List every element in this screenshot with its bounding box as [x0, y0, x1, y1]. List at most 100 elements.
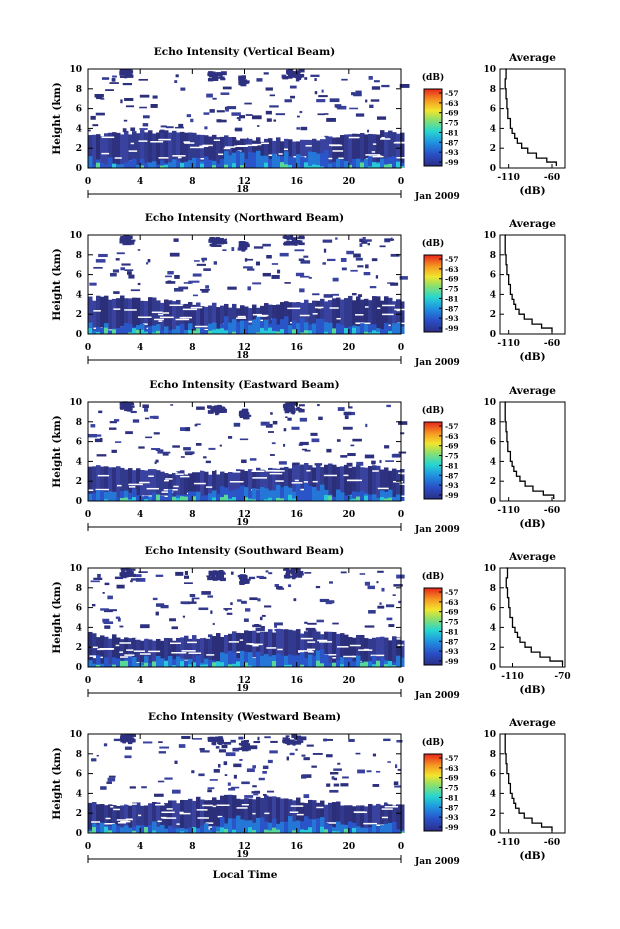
x-tick-label: 4: [137, 842, 143, 852]
echo-cluster: [289, 741, 297, 745]
echo-speck: [122, 82, 133, 86]
colorbar-tick-label: -75: [445, 784, 459, 793]
echo-strong: [304, 162, 308, 168]
echo-lower: [396, 829, 401, 833]
echo-lower: [380, 490, 385, 501]
echo-lower: [340, 492, 345, 501]
echo-strong: [132, 497, 136, 501]
echo-lower: [232, 319, 237, 334]
echo-cluster: [286, 236, 290, 241]
avg-y-tick-label: 0: [490, 663, 496, 673]
gap: [251, 470, 265, 472]
echo-layer: [316, 464, 321, 501]
echo-speck: [94, 93, 104, 98]
echo-lower: [188, 160, 193, 168]
echo-lower: [380, 329, 385, 334]
gap: [190, 306, 203, 309]
echo-cluster: [220, 408, 227, 413]
echo-layer: [336, 466, 341, 501]
echo-speck: [274, 624, 278, 628]
echo-speck: [200, 750, 210, 753]
avg-x-tick-label: -70: [554, 672, 570, 682]
colorbar-tick-label: -57: [445, 422, 459, 431]
echo-layer: [160, 129, 165, 168]
echo-lower: [352, 491, 357, 501]
echo-lower: [104, 657, 109, 667]
echo-strong: [344, 328, 348, 334]
echo-speck: [96, 754, 99, 757]
gap: [380, 138, 391, 140]
echo-cluster: [123, 402, 128, 406]
echo-cluster: [290, 237, 295, 240]
echo-layer: [104, 295, 109, 334]
avg-y-tick-label: 6: [490, 271, 496, 281]
echo-cluster: [283, 574, 288, 578]
y-tick-label: 4: [76, 789, 82, 799]
gap: [256, 315, 267, 317]
echo-cluster: [298, 408, 302, 413]
echo-layer: [304, 631, 309, 667]
gap: [216, 804, 230, 807]
echo-layer: [120, 805, 125, 833]
echo-layer: [324, 804, 329, 833]
echo-layer: [332, 631, 337, 667]
echo-speck: [300, 260, 311, 264]
echo-lower: [116, 497, 121, 501]
echo-layer: [388, 470, 393, 501]
echo-speck: [333, 777, 338, 781]
echo-strong: [120, 497, 124, 501]
average-title: Average: [508, 52, 556, 64]
gap: [363, 822, 378, 825]
echo-speck: [331, 776, 335, 780]
echo-speck: [205, 460, 211, 464]
echo-lower: [276, 484, 281, 501]
echo-speck: [364, 454, 375, 459]
echo-layer: [280, 798, 285, 833]
colorbar-tick-label: -81: [445, 128, 459, 137]
echo-speck: [259, 616, 263, 621]
echo-cluster: [211, 243, 216, 247]
echo-speck: [305, 627, 316, 631]
echo-layer: [276, 797, 281, 833]
echo-speck: [245, 258, 254, 261]
echo-cluster: [296, 739, 300, 743]
echo-speck: [306, 744, 314, 747]
echo-lower: [280, 319, 285, 334]
gap: [197, 817, 209, 819]
echo-layer: [392, 301, 397, 334]
gap: [299, 314, 310, 317]
echo-lower: [88, 493, 93, 501]
echo-strong: [232, 497, 236, 501]
x-tick-label: 12: [238, 343, 251, 353]
echo-lower: [112, 823, 117, 833]
echo-speck: [88, 433, 97, 438]
echo-lower: [304, 322, 309, 334]
echo-cluster: [241, 242, 245, 245]
y-tick-label: 4: [76, 124, 82, 134]
echo-strong: [400, 831, 404, 833]
echo-lower: [288, 156, 293, 168]
echo-speck: [371, 258, 378, 262]
echo-lower: [308, 151, 313, 168]
echo-layer: [192, 132, 197, 168]
echo-cluster: [127, 737, 132, 740]
echo-layer: [120, 639, 125, 667]
echo-strong: [112, 163, 116, 168]
avg-x-tick-label: -60: [544, 173, 560, 183]
avg-y-tick-label: 8: [490, 418, 496, 428]
echo-layer: [252, 303, 257, 334]
gap: [205, 822, 214, 824]
echo-lower: [400, 497, 405, 501]
avg-y-tick-label: 8: [490, 750, 496, 760]
panel-title: Echo Intensity (Vertical Beam): [154, 46, 335, 58]
echo-speck: [300, 126, 308, 131]
echo-speck: [268, 431, 275, 433]
echo-lower: [336, 489, 341, 501]
echo-layer: [316, 802, 321, 833]
echo-lower: [88, 829, 93, 833]
echo-layer: [104, 466, 109, 501]
echo-cluster: [220, 408, 227, 411]
echo-speck: [295, 79, 300, 82]
echo-speck: [181, 735, 191, 739]
echo-speck: [175, 74, 179, 78]
